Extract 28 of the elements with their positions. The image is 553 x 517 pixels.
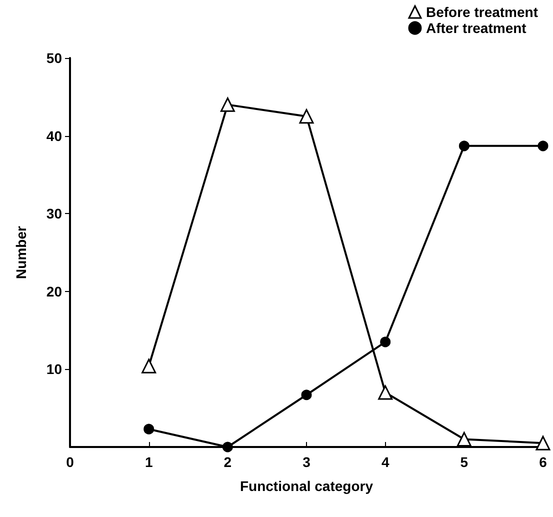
x-tick-label: 3	[302, 454, 311, 470]
y-tick-label: 30	[46, 206, 62, 222]
x-tick-label: 0	[66, 454, 74, 470]
point	[458, 140, 470, 152]
x-tick-label: 2	[224, 454, 232, 470]
point	[144, 424, 154, 434]
y-tick-label: 10	[46, 361, 62, 378]
x-tick-label: 4	[381, 454, 390, 470]
x-tick-label: 1	[144, 454, 153, 470]
legend-label: Before treatment	[426, 4, 538, 20]
point	[378, 385, 393, 400]
x-tick-label: 5	[460, 454, 468, 470]
point	[299, 109, 314, 124]
point	[222, 442, 233, 452]
point	[536, 436, 550, 450]
point	[301, 390, 312, 400]
point	[220, 97, 235, 112]
y-tick-label: 50	[46, 50, 62, 66]
x-axis-title: Functional category	[240, 478, 374, 494]
point	[380, 336, 391, 348]
point	[456, 432, 472, 446]
x-tick-label: 6	[539, 454, 548, 470]
y-tick-label: 20	[46, 283, 62, 300]
y-axis-title: Number	[13, 226, 29, 279]
legend-label: After treatment	[426, 20, 527, 36]
point	[538, 140, 548, 152]
point	[142, 358, 156, 374]
y-tick-label: 40	[46, 128, 62, 144]
